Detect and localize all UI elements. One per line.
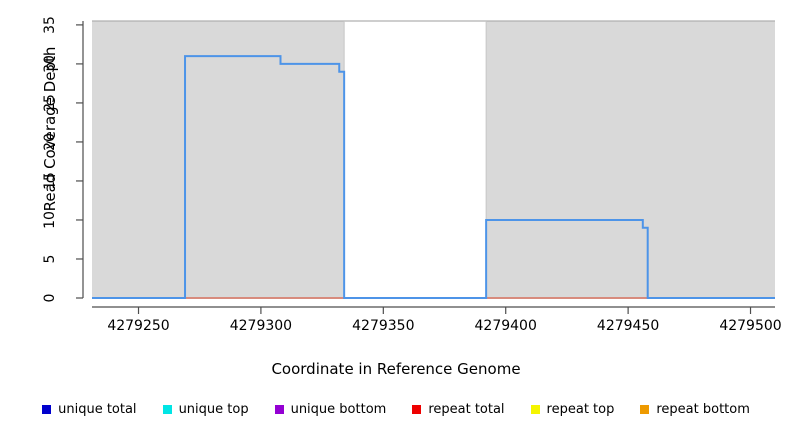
legend-swatch-icon xyxy=(162,404,172,414)
x-tick-label: 4279400 xyxy=(474,318,537,334)
legend-item[interactable]: unique total xyxy=(42,401,137,417)
legend-label: repeat bottom xyxy=(656,401,750,417)
legend-swatch-icon xyxy=(640,404,650,414)
y-tick-label: 0 xyxy=(42,293,58,303)
x-tick-label: 4279500 xyxy=(719,318,782,334)
chart-legend: unique total unique top unique bottom repea… xyxy=(0,398,792,420)
legend-item[interactable]: repeat total xyxy=(412,401,505,417)
legend-item[interactable]: repeat top xyxy=(530,401,615,417)
y-tick-label: 25 xyxy=(42,94,58,112)
legend-swatch-icon xyxy=(274,404,284,414)
legend-label: unique top xyxy=(178,401,249,417)
legend-swatch-icon xyxy=(42,404,52,414)
y-tick-label: 5 xyxy=(42,254,58,264)
x-tick-label: 4279300 xyxy=(229,318,293,334)
legend-label: repeat top xyxy=(546,401,615,417)
legend-item[interactable]: repeat bottom xyxy=(640,402,750,417)
legend-label: unique bottom xyxy=(290,401,387,417)
x-tick-label: 4279250 xyxy=(107,318,170,334)
shaded-region xyxy=(92,21,345,298)
shaded-region xyxy=(486,21,775,298)
legend-swatch-icon xyxy=(412,404,422,414)
legend-label: unique total xyxy=(58,401,137,417)
y-tick-label: 35 xyxy=(42,15,58,34)
legend-item[interactable]: unique top xyxy=(162,401,249,417)
y-tick-label: 30 xyxy=(42,55,58,73)
legend-swatch-icon xyxy=(530,404,540,414)
y-tick-label: 15 xyxy=(42,172,58,190)
x-axis-title: Coordinate in Reference Genome xyxy=(271,360,521,378)
legend-label: repeat total xyxy=(428,401,505,417)
legend-item[interactable]: unique bottom xyxy=(274,401,387,417)
y-tick-label: 20 xyxy=(42,133,58,151)
x-tick-label: 4279450 xyxy=(596,318,660,334)
series-line-unique-total xyxy=(92,55,775,299)
y-tick-label: 10 xyxy=(42,211,58,229)
x-tick-label: 4279350 xyxy=(352,318,415,334)
